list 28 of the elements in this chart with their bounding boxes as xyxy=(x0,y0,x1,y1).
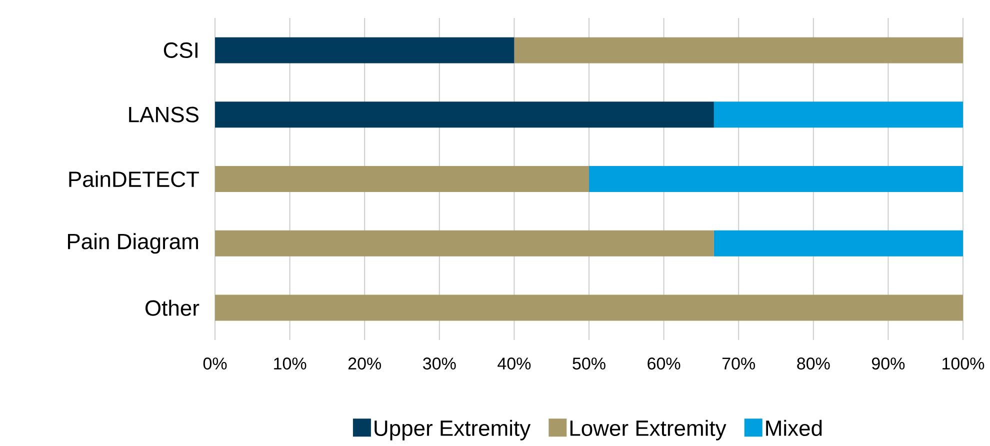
legend-label: Lower Extremity xyxy=(570,420,726,440)
bar xyxy=(514,37,963,64)
bar xyxy=(215,37,514,64)
x-tick-label: 20% xyxy=(348,358,382,370)
bar xyxy=(215,102,714,128)
x-tick-label: 10% xyxy=(274,358,306,370)
y-tick-label: PainDETECT xyxy=(69,170,199,188)
x-tick-label: 30% xyxy=(423,358,456,370)
bar xyxy=(714,230,963,256)
bar xyxy=(714,102,963,128)
x-tick-label: 50% xyxy=(572,358,606,370)
legend-label: Mixed xyxy=(766,420,822,436)
y-tick-label: CSI xyxy=(164,42,198,58)
x-tick-label: 80% xyxy=(797,358,830,370)
bar xyxy=(215,294,963,321)
x-tick-label: 60% xyxy=(648,358,680,370)
y-tick-label: Pain Diagram xyxy=(68,233,198,254)
x-tick-label: 90% xyxy=(872,358,905,370)
bar xyxy=(589,166,963,192)
legend-label: Upper Extremity xyxy=(374,420,531,440)
x-tick-label: 70% xyxy=(722,358,755,370)
y-tick-label: Other xyxy=(145,300,200,316)
bar xyxy=(215,230,714,256)
x-tick-label: 40% xyxy=(498,358,531,370)
bar xyxy=(215,166,590,192)
y-tick-label: LANSS xyxy=(129,106,198,122)
x-tick-label: 100% xyxy=(942,358,984,370)
x-tick-label: 0% xyxy=(203,358,227,370)
